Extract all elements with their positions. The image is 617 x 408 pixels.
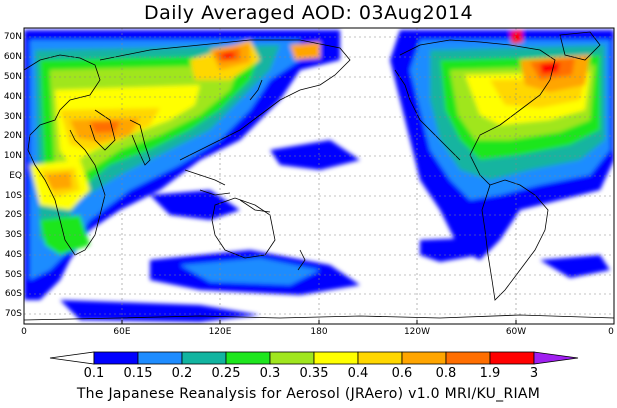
colorbar-max-triangle [533, 351, 579, 365]
colorbar-level-label: 0.15 [123, 366, 153, 381]
lat-label: 40S [4, 250, 22, 260]
lat-label: 60N [3, 52, 22, 62]
colorbar-swatch [137, 351, 183, 365]
colorbar-level-label: 0.2 [171, 366, 193, 381]
colorbar-min-triangle [49, 351, 95, 365]
lat-label: EQ [9, 171, 22, 181]
gridlines [24, 28, 614, 324]
lat-label: 30N [3, 112, 22, 122]
lon-label: 60W [505, 327, 527, 337]
lat-label: 60S [4, 289, 22, 299]
colorbar-swatch [93, 351, 139, 365]
colorbar-level-label: 0.6 [391, 366, 413, 381]
lon-label: 120E [208, 327, 232, 337]
map-title: Daily Averaged AOD: 03Aug2014 [143, 2, 474, 24]
colorbar-swatch [313, 351, 359, 365]
colorbar-swatch [445, 351, 491, 365]
lon-label: 60E [113, 327, 131, 337]
lat-label: 50S [4, 270, 22, 280]
colorbar-level-label: 0.35 [299, 366, 329, 381]
lat-label: 50N [3, 72, 22, 82]
colorbar-level-label: 0.25 [211, 366, 241, 381]
colorbar-swatch [401, 351, 447, 365]
axis-ticks [121, 320, 517, 324]
lon-label: 120W [403, 327, 431, 337]
lon-label: 0 [21, 327, 27, 337]
colorbar-level-label: 0.3 [259, 366, 281, 381]
colorbar-level-label: 1.9 [479, 366, 501, 381]
colorbar-swatch [489, 351, 535, 365]
colorbar-swatch [181, 351, 227, 365]
lat-label: 10N [3, 151, 22, 161]
colorbar-swatch [269, 351, 315, 365]
colorbar-level-label: 0.4 [347, 366, 369, 381]
lat-label: 70S [4, 309, 22, 319]
lat-label: 20S [4, 210, 22, 220]
aod-field [24, 28, 614, 324]
colorbar [49, 351, 579, 365]
lat-label: 30S [4, 230, 22, 240]
colorbar-level-label: 3 [529, 366, 539, 381]
lat-label: 70N [3, 32, 22, 42]
colorbar-level-label: 0.1 [83, 366, 105, 381]
lon-label: 0 [608, 327, 614, 337]
colorbar-swatch [357, 351, 403, 365]
footer-credit: The Japanese Reanalysis for Aerosol (JRA… [76, 386, 541, 402]
colorbar-swatch [225, 351, 271, 365]
lon-label: 180 [310, 327, 328, 337]
lat-label: 20N [3, 131, 22, 141]
lat-label: 10S [4, 191, 22, 201]
colorbar-level-label: 0.8 [435, 366, 457, 381]
lat-label: 40N [3, 92, 22, 102]
